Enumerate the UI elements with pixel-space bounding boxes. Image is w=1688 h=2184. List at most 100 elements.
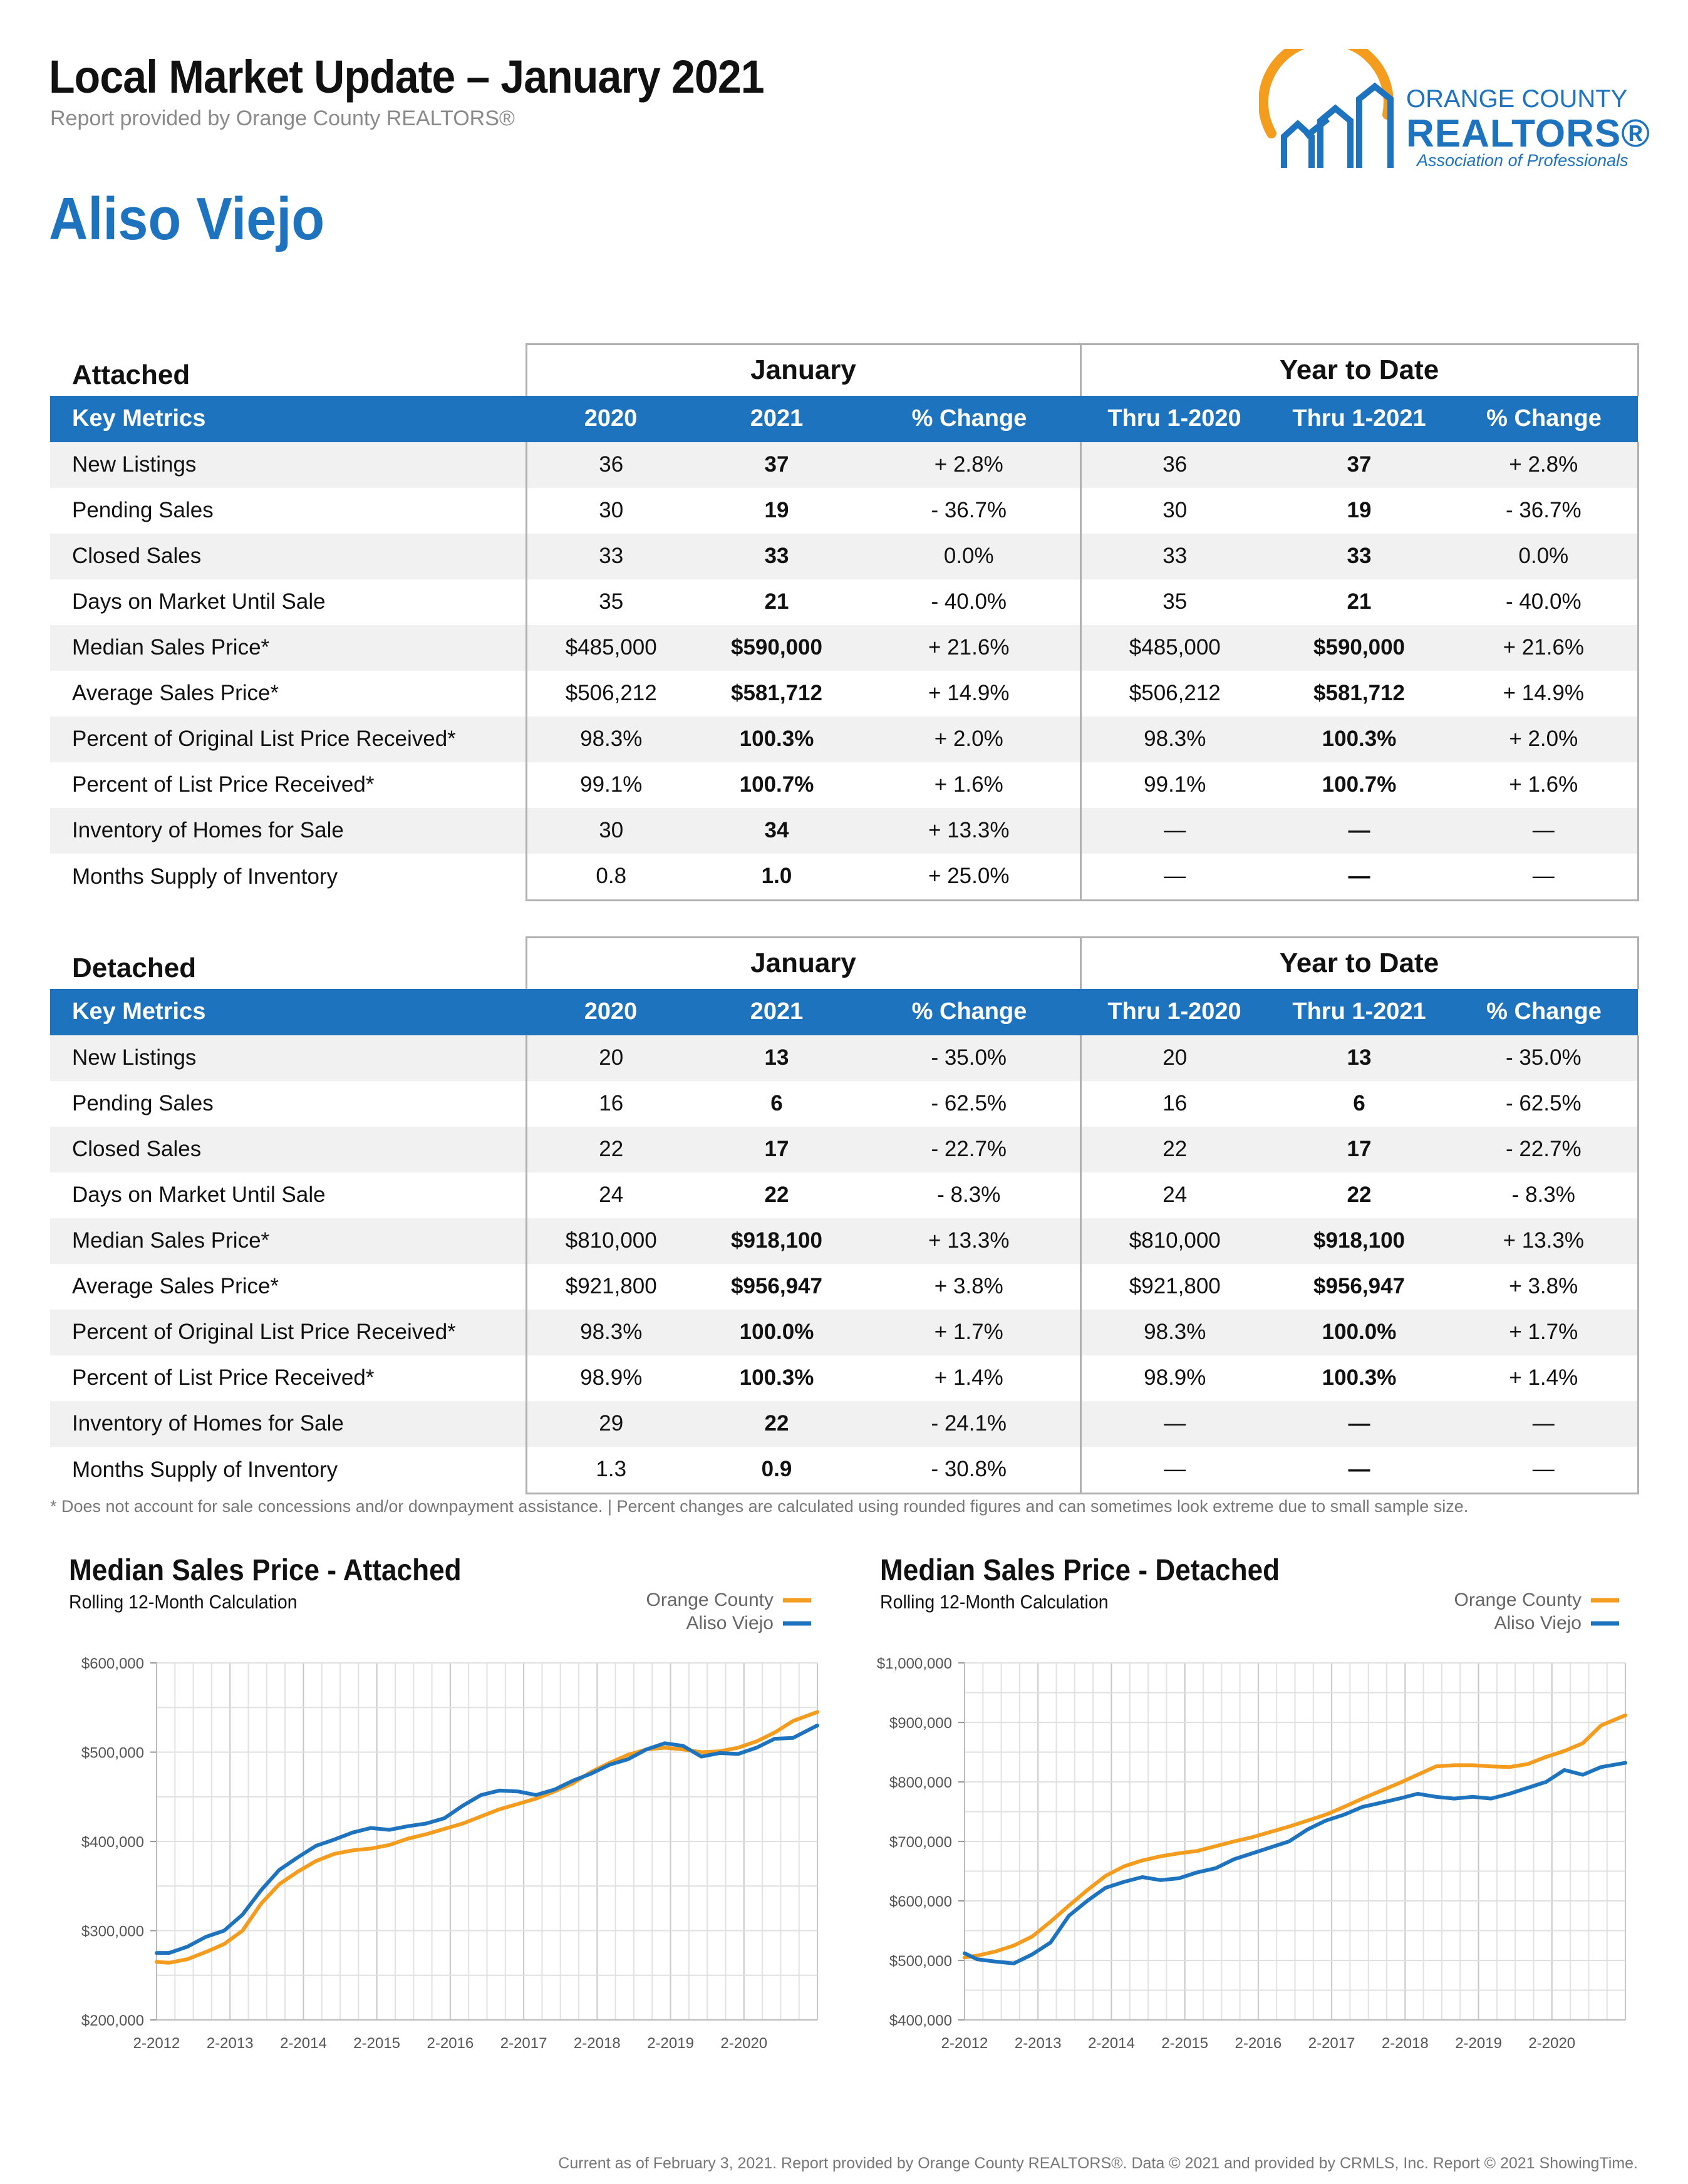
series-line-orange-county (963, 1713, 1627, 1960)
table-row: Closed Sales 22 17- 22.7% 22 17- 22.7% (50, 1126, 1639, 1172)
metric-value-cell: 36 (1079, 442, 1269, 488)
metric-value-cell: 22 (695, 1400, 858, 1447)
metric-value-cell: $485,000 (525, 624, 695, 671)
metric-value-cell: 98.3% (525, 716, 695, 762)
metric-value-cell: 100.0% (1268, 1309, 1451, 1355)
metric-value-cell: + 14.9% (858, 670, 1081, 717)
median-price-attached-chart: $200,000 $300,000 $400,000 $500,000 $600,000… (81, 1590, 819, 2052)
metric-name-cell: Months Supply of Inventory (50, 1446, 526, 1493)
metric-value-cell: $956,947 (695, 1263, 858, 1310)
metric-value-cell: + 13.3% (858, 1218, 1081, 1264)
y-tick-label: $600,000 (81, 1655, 144, 1672)
metric-name-cell: Inventory of Homes for Sale (50, 1400, 526, 1447)
column-header: % Change (1450, 395, 1639, 442)
metric-name-cell: Days on Market Until Sale (50, 579, 526, 625)
metric-value-cell: 37 (1268, 442, 1451, 488)
metric-value-cell: 19 (695, 487, 858, 534)
metric-value-cell: $506,212 (525, 670, 695, 717)
metric-value-cell: — (1268, 1446, 1451, 1494)
x-tick-label: 2-2016 (1235, 2035, 1282, 2052)
metric-name-cell: Closed Sales (50, 1126, 526, 1172)
metric-value-cell: 100.7% (1268, 762, 1451, 808)
metric-name-cell: New Listings (50, 442, 526, 488)
logo-text-tagline: Association of Professionals (1417, 151, 1628, 170)
metric-value-cell: - 8.3% (1450, 1172, 1639, 1218)
chart-title-attached: Median Sales Price - Attached (69, 1554, 462, 1587)
metric-value-cell: 98.9% (525, 1355, 695, 1401)
metric-value-cell: + 1.4% (858, 1355, 1081, 1401)
metric-name-cell: Median Sales Price* (50, 624, 526, 671)
logo-text-realtors: REALTORS® (1406, 112, 1650, 155)
metric-name-cell: Pending Sales (50, 1080, 526, 1127)
metric-value-cell: + 2.0% (858, 716, 1081, 762)
metric-value-cell: + 1.4% (1450, 1355, 1639, 1401)
metric-value-cell: + 14.9% (1450, 670, 1639, 717)
y-tick-label: $900,000 (889, 1715, 952, 1732)
x-tick-label: 2-2013 (207, 2035, 254, 2052)
metric-value-cell: 13 (1268, 1035, 1451, 1081)
y-tick-label: $300,000 (81, 1923, 144, 1940)
metric-value-cell: — (1450, 807, 1639, 854)
legend-label: Orange County (646, 1590, 774, 1610)
column-header: % Change (1450, 988, 1639, 1035)
metric-value-cell: — (1450, 853, 1639, 901)
series-line-aliso-viejo (963, 1761, 1627, 1965)
column-header: 2021 (695, 988, 858, 1035)
x-tick-label: 2-2020 (720, 2035, 767, 2052)
column-header: 2020 (526, 988, 695, 1035)
table-row: Median Sales Price* $485,000 $590,000 + 21.… (50, 624, 1639, 671)
metric-value-cell: — (1268, 1400, 1451, 1447)
column-header: 2021 (695, 395, 858, 442)
y-tick-label: $500,000 (81, 1745, 144, 1762)
metric-value-cell: 100.7% (695, 762, 858, 808)
metric-value-cell: 35 (1079, 579, 1269, 625)
metric-name-cell: New Listings (50, 1035, 526, 1081)
metric-value-cell: 21 (695, 579, 858, 625)
metric-value-cell: $921,800 (1079, 1263, 1269, 1310)
footnote: * Does not account for sale concessions … (50, 1497, 1469, 1516)
metric-value-cell: $921,800 (525, 1263, 695, 1310)
table-row: Percent of Original List Price Received*… (50, 1309, 1639, 1355)
y-tick-label: $700,000 (889, 1834, 952, 1851)
x-tick-label: 2-2018 (1382, 2035, 1429, 2052)
table-row: Percent of List Price Received* 98.9% 100.… (50, 1355, 1639, 1401)
y-tick-label: $500,000 (889, 1953, 952, 1970)
column-header: Key Metrics (50, 988, 526, 1035)
x-tick-label: 2-2012 (941, 2035, 988, 2052)
metric-value-cell: - 36.7% (858, 487, 1081, 534)
house-logo-icon (1258, 34, 1394, 168)
x-tick-label: 2-2015 (1161, 2035, 1208, 2052)
metric-value-cell: 0.8 (525, 853, 695, 901)
metric-value-cell: $810,000 (1079, 1218, 1269, 1264)
group-header-ytd: Year to Date (1079, 936, 1639, 989)
metric-value-cell: + 13.3% (1450, 1218, 1639, 1264)
metric-value-cell: — (1079, 853, 1269, 901)
chart-subtitle-attached: Rolling 12-Month Calculation (69, 1591, 298, 1613)
chart-title-detached: Median Sales Price - Detached (880, 1554, 1280, 1587)
metric-name-cell: Inventory of Homes for Sale (50, 807, 526, 854)
table-row: New Listings 36 37 + 2.8% 36 37 + 2.8% (50, 442, 1639, 488)
y-tick-label: $400,000 (81, 1834, 144, 1851)
metric-value-cell: 98.3% (1079, 716, 1269, 762)
table-row: Months Supply of Inventory 1.3 0.9- 30.8% —… (50, 1446, 1639, 1494)
detached-metrics-table: Detached January Year to Date Key Metric… (50, 936, 1639, 1494)
metric-value-cell: + 2.0% (1450, 716, 1639, 762)
metric-value-cell: 100.0% (695, 1309, 858, 1355)
page-title: Local Market Update – January 2021 (49, 51, 765, 103)
metric-value-cell: 98.9% (1079, 1355, 1269, 1401)
x-tick-label: 2-2020 (1528, 2035, 1575, 2052)
x-tick-label: 2-2013 (1015, 2035, 1062, 2052)
metric-value-cell: 98.3% (525, 1309, 695, 1355)
metric-value-cell: $590,000 (695, 624, 858, 671)
metric-value-cell: 22 (695, 1172, 858, 1218)
legend-label: Orange County (1454, 1590, 1582, 1610)
metric-value-cell: — (1079, 1400, 1269, 1447)
y-tick-label: $200,000 (81, 2012, 144, 2029)
metric-value-cell: 99.1% (1079, 762, 1269, 808)
y-tick-label: $800,000 (889, 1774, 952, 1791)
metric-value-cell: $918,100 (1268, 1218, 1451, 1264)
metric-value-cell: + 25.0% (858, 853, 1081, 901)
metric-value-cell: + 2.8% (1450, 442, 1639, 488)
metric-value-cell: - 40.0% (1450, 579, 1639, 625)
group-header-january: January (525, 343, 1081, 396)
